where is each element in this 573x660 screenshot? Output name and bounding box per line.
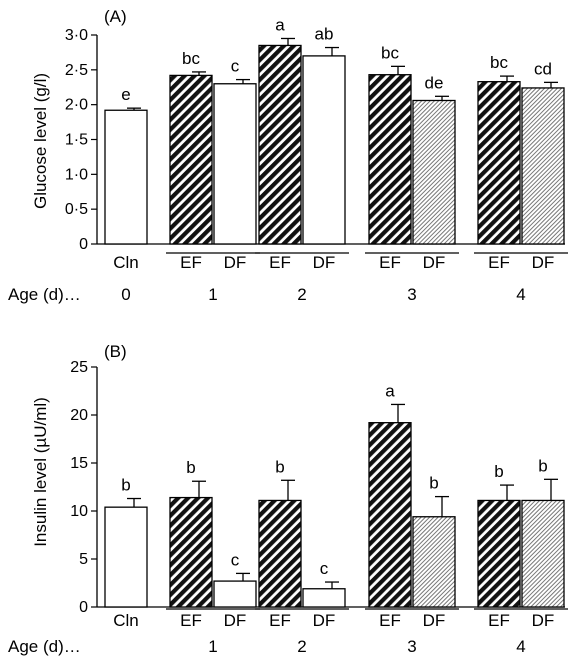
category-label: EF	[180, 253, 202, 272]
significance-label: b	[429, 474, 438, 493]
y-tick-label: 10	[70, 503, 88, 520]
category-label: EF	[488, 611, 510, 630]
age-value-label: 4	[516, 285, 525, 304]
age-value-label: 3	[407, 637, 416, 656]
bar	[169, 496, 213, 608]
bar	[169, 74, 213, 245]
bar	[302, 55, 346, 245]
y-tick-label: 15	[70, 455, 88, 472]
category-label: Cln	[113, 611, 139, 630]
bar	[368, 422, 412, 608]
significance-label: c	[231, 57, 240, 76]
age-value-label: 1	[208, 285, 217, 304]
significance-label: b	[538, 456, 547, 475]
y-tick-label: 2·5	[65, 62, 88, 79]
significance-label: e	[121, 85, 130, 104]
bar	[258, 499, 302, 608]
bar	[412, 99, 456, 245]
category-label: DF	[313, 253, 336, 272]
category-label: EF	[379, 253, 401, 272]
age-value-label: 0	[121, 285, 130, 304]
category-label: EF	[180, 611, 202, 630]
significance-label: de	[425, 73, 444, 92]
significance-label: b	[121, 476, 130, 495]
category-label: DF	[423, 611, 446, 630]
bar	[477, 81, 521, 245]
significance-label: a	[385, 381, 395, 400]
category-label: EF	[379, 611, 401, 630]
category-label: DF	[224, 611, 247, 630]
significance-label: bc	[490, 53, 508, 72]
bar	[368, 74, 412, 245]
bar	[302, 588, 346, 608]
y-tick-label: 20	[70, 407, 88, 424]
bar	[412, 516, 456, 608]
y-tick-label: 0	[79, 236, 88, 253]
category-label: EF	[269, 253, 291, 272]
age-axis-label: Age (d)…	[8, 285, 81, 304]
significance-label: ab	[315, 25, 334, 44]
significance-label: bc	[182, 49, 200, 68]
y-tick-label: 0	[79, 599, 88, 616]
significance-label: bc	[381, 43, 399, 62]
significance-label: b	[275, 457, 284, 476]
bar	[521, 87, 565, 245]
significance-label: b	[494, 462, 503, 481]
glucose-chart-panel: (A) Glucose level (g/l) Age (d)… 0 0·5 1·0…	[8, 7, 568, 304]
bar	[104, 506, 148, 608]
significance-label: c	[231, 550, 240, 569]
y-tick-label: 2·0	[65, 97, 88, 114]
y-axis-label-glucose: Glucose level (g/l)	[31, 73, 50, 209]
significance-label: b	[186, 458, 195, 477]
significance-label: a	[275, 15, 285, 34]
age-value-label: 1	[208, 637, 217, 656]
age-axis-label: Age (d)…	[8, 637, 81, 656]
y-tick-label: 5	[79, 551, 88, 568]
category-label: DF	[224, 253, 247, 272]
bar	[213, 580, 257, 608]
bar	[477, 499, 521, 608]
bar	[104, 109, 148, 245]
category-label: DF	[532, 253, 555, 272]
category-label: DF	[313, 611, 336, 630]
y-tick-label: 25	[70, 359, 88, 376]
y-axis-label-insulin: Insulin level (µU/ml)	[31, 397, 50, 547]
insulin-chart-panel: (B) Insulin level (µU/ml) Age (d)… 0 5 10 1…	[8, 342, 568, 656]
y-tick-label: 0·5	[65, 201, 88, 218]
category-label: EF	[269, 611, 291, 630]
significance-label: c	[320, 559, 329, 578]
bar	[258, 44, 302, 245]
panel-label-b: (B)	[104, 342, 127, 361]
y-tick-label: 3·0	[65, 27, 88, 44]
category-label: DF	[532, 611, 555, 630]
bar	[213, 83, 257, 245]
y-tick-label: 1·5	[65, 132, 88, 149]
age-value-label: 4	[516, 637, 525, 656]
significance-label: cd	[534, 59, 552, 78]
category-label: EF	[488, 253, 510, 272]
age-value-label: 3	[407, 285, 416, 304]
age-value-label: 2	[297, 637, 306, 656]
age-value-label: 2	[297, 285, 306, 304]
panel-label-a: (A)	[104, 7, 127, 26]
y-tick-label: 1·0	[65, 166, 88, 183]
category-label: DF	[423, 253, 446, 272]
bar	[521, 499, 565, 608]
category-label: Cln	[113, 253, 139, 272]
